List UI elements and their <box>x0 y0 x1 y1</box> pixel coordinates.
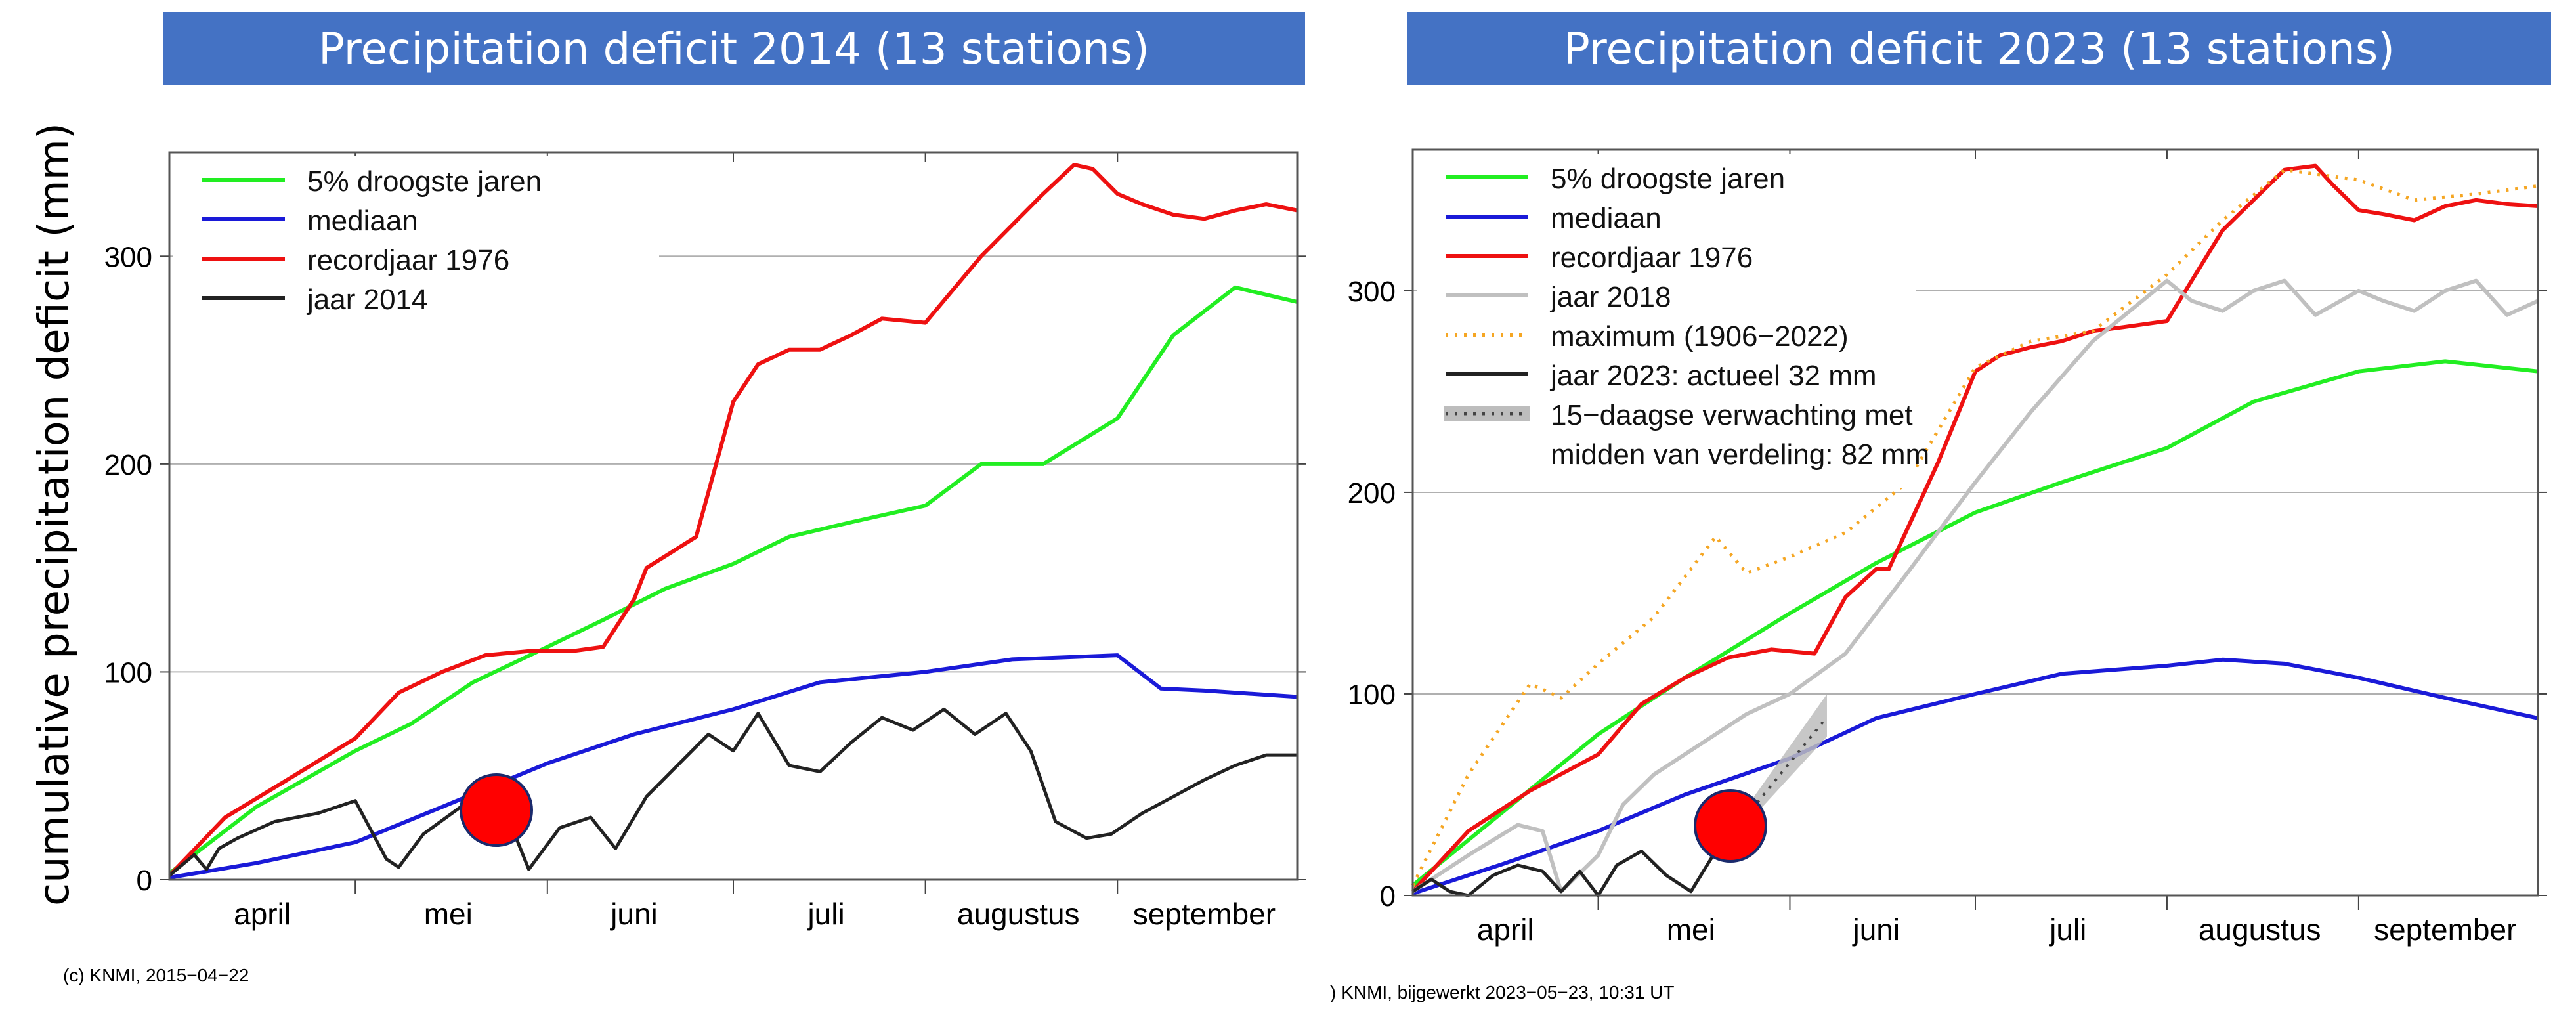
chart1-ytick-label-0: 0 <box>137 865 152 897</box>
chart2-series-jaar-2018 <box>1411 278 2539 894</box>
chart1-month-label-september: september <box>1133 897 1276 931</box>
chart1-legend-label-3: jaar 2014 <box>306 284 427 316</box>
chart2-month-label-april: april <box>1477 913 1534 947</box>
chart1-series-recordjaar-1976 <box>167 163 1298 877</box>
chart1-legend-label-2: recordjaar 1976 <box>307 244 509 276</box>
chart2-series-recordjaar-1976 <box>1411 163 2539 893</box>
chart1-legend-bg <box>173 156 659 334</box>
chart2-month-label-juni: juni <box>1852 913 1900 947</box>
chart1-month-label-april: april <box>234 897 291 931</box>
credit-knmi-2014: (c) KNMI, 2015−04−22 <box>63 965 249 985</box>
chart2-series-jaar-2023-actueel-32-mm <box>1411 830 1736 897</box>
chart2-legend-swatch-6 <box>1444 406 1530 421</box>
chart2-legend-bg <box>1417 154 1916 488</box>
chart-title-2023: Precipitation deficit 2023 (13 stations) <box>1407 12 2551 85</box>
chart2-legend-label-7: midden van verdeling: 82 mm <box>1551 439 1929 471</box>
chart1-series-5-droogste-jaren <box>168 285 1298 875</box>
credit-knmi-2023: ) KNMI, bijgewerkt 2023−05−23, 10:31 UT <box>1330 982 1675 1002</box>
chart2-legend-label-4: maximum (1906−2022) <box>1551 320 1849 353</box>
red-dot-marker-2014 <box>460 773 533 847</box>
chart2-month-label-mei: mei <box>1667 913 1715 947</box>
chart2-ytick-label-300: 300 <box>1348 276 1396 308</box>
chart1-month-label-juni: juni <box>609 897 658 931</box>
chart2-month-label-juli: juli <box>2048 913 2086 947</box>
chart1-month-label-mei: mei <box>424 897 473 931</box>
chart1-month-label-juli: juli <box>806 897 844 931</box>
chart2-month-label-september: september <box>2374 913 2516 947</box>
chart1-ytick-label-200: 200 <box>104 449 152 481</box>
chart1-legend-label-1: mediaan <box>307 205 418 237</box>
chart2-plot-frame <box>1411 148 2539 897</box>
chart1-month-label-augustus: augustus <box>957 897 1080 931</box>
chart2-legend-label-5: jaar 2023: actueel 32 mm <box>1549 360 1877 392</box>
chart2-ytick-label-100: 100 <box>1348 679 1396 711</box>
chart2-legend-label-1: mediaan <box>1551 202 1662 234</box>
chart2-legend-label-6: 15−daagse verwachting met <box>1551 399 1913 431</box>
chart1-legend-label-0: 5% droogste jaren <box>307 165 542 198</box>
chart2-legend-label-3: jaar 2018 <box>1549 281 1671 313</box>
chart1-series-mediaan <box>169 653 1298 880</box>
chart2-month-label-augustus: augustus <box>2199 913 2321 947</box>
chart1-series-jaar-2014 <box>168 707 1297 877</box>
chart2-legend-label-2: recordjaar 1976 <box>1551 242 1753 274</box>
chart2-ytick-label-0: 0 <box>1380 880 1396 913</box>
chart1-ytick-label-100: 100 <box>104 657 152 689</box>
chart2-legend-label-0: 5% droogste jaren <box>1551 163 1785 195</box>
red-dot-marker-2023 <box>1694 789 1767 863</box>
chart1-ytick-label-300: 300 <box>104 241 152 273</box>
chart2-series-mediaan <box>1412 657 2539 895</box>
chart2-ytick-label-200: 200 <box>1348 477 1396 509</box>
chart1-plot-frame <box>168 151 1299 881</box>
chart2-series-5-droogste-jaren <box>1411 359 2539 887</box>
chart-title-2014: Precipitation deficit 2014 (13 stations) <box>163 12 1305 85</box>
